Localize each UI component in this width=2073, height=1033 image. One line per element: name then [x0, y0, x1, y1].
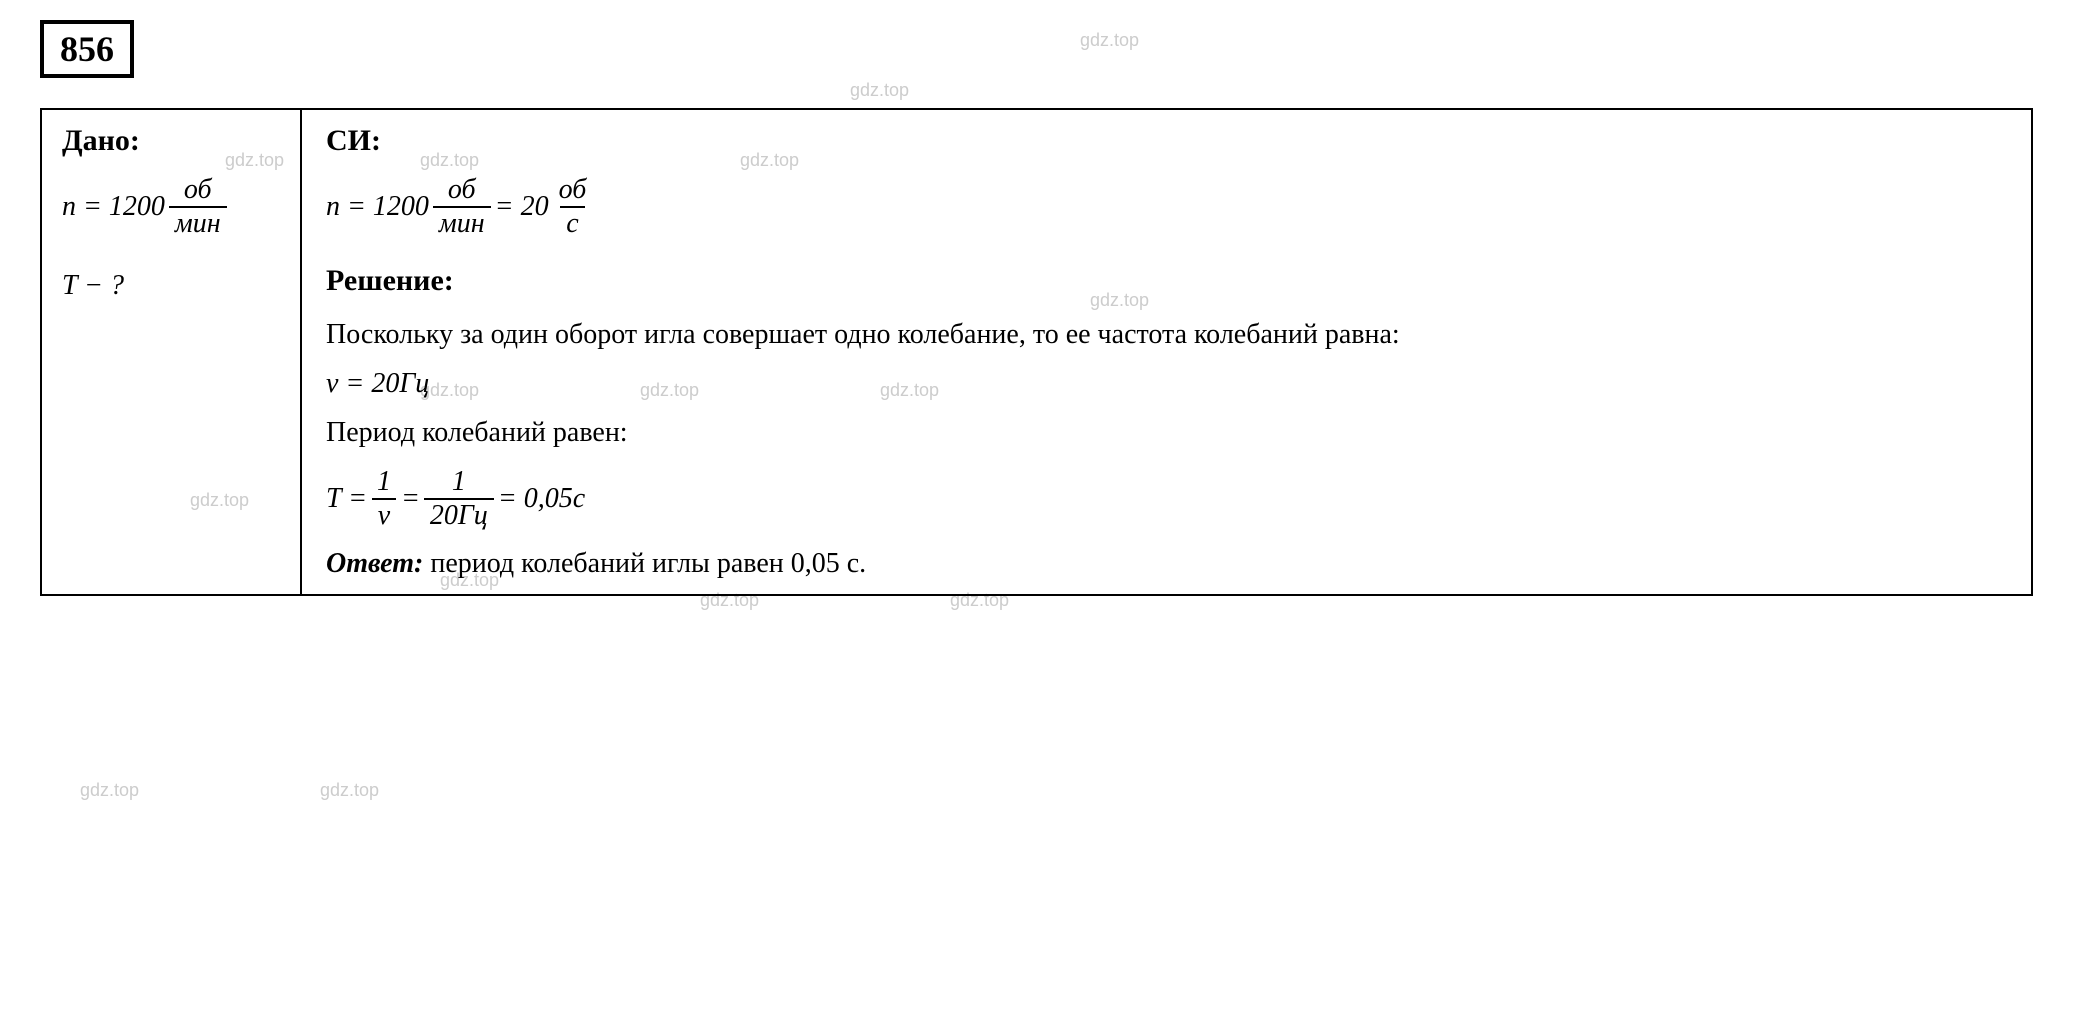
- find-line: T − ?: [62, 270, 280, 302]
- given-n-formula: n = 1200 об мин: [62, 174, 280, 240]
- solution-heading: Решение:: [326, 264, 2007, 298]
- frac1-den: ν: [372, 498, 396, 532]
- si-unit1-num: об: [442, 174, 482, 206]
- solution-text-2: Период колебаний равен:: [326, 412, 2007, 454]
- si-unit2-den: с: [560, 206, 584, 240]
- si-heading: СИ:: [326, 124, 2007, 158]
- eq1: =: [401, 483, 420, 515]
- n-value: n = 1200: [62, 191, 165, 223]
- answer-label: Ответ:: [326, 548, 423, 579]
- solution-table: Дано: n = 1200 об мин T − ? СИ: n = 1200…: [40, 108, 2033, 596]
- answer-text: период колебаний иглы равен 0,05 с.: [423, 548, 866, 579]
- frac1-num: 1: [371, 466, 397, 498]
- frac-1-over-nu: 1 ν: [371, 466, 397, 532]
- solution-text-1: Поскольку за один оборот игла совершает …: [326, 314, 2007, 356]
- n-unit-num: об: [178, 174, 218, 206]
- solution-column: СИ: n = 1200 об мин = 20 об с Решение: П…: [302, 110, 2031, 594]
- given-heading: Дано:: [62, 124, 280, 158]
- answer-line: Ответ: период колебаний иглы равен 0,05 …: [326, 548, 2007, 580]
- si-unit1: об мин: [433, 174, 491, 240]
- frac-1-over-20hz: 1 20Гц: [424, 466, 494, 532]
- si-n-value: n = 1200: [326, 191, 429, 223]
- eq2: = 0,05с: [498, 483, 585, 515]
- given-column: Дано: n = 1200 об мин T − ?: [42, 110, 302, 594]
- si-unit1-den: мин: [433, 206, 491, 240]
- si-unit2-num: об: [553, 174, 593, 206]
- si-conversion: n = 1200 об мин = 20 об с: [326, 174, 2007, 240]
- n-unit-den: мин: [169, 206, 227, 240]
- n-unit-fraction: об мин: [169, 174, 227, 240]
- nu-formula: ν = 20Гц: [326, 368, 2007, 400]
- si-equals: = 20: [495, 191, 549, 223]
- frac2-num: 1: [446, 466, 472, 498]
- period-formula: T = 1 ν = 1 20Гц = 0,05с: [326, 466, 2007, 532]
- T-var: T =: [326, 483, 367, 515]
- problem-number: 856: [40, 20, 134, 78]
- watermark: gdz.top: [80, 780, 139, 801]
- frac2-den: 20Гц: [424, 498, 494, 532]
- watermark: gdz.top: [320, 780, 379, 801]
- si-unit2: об с: [553, 174, 593, 240]
